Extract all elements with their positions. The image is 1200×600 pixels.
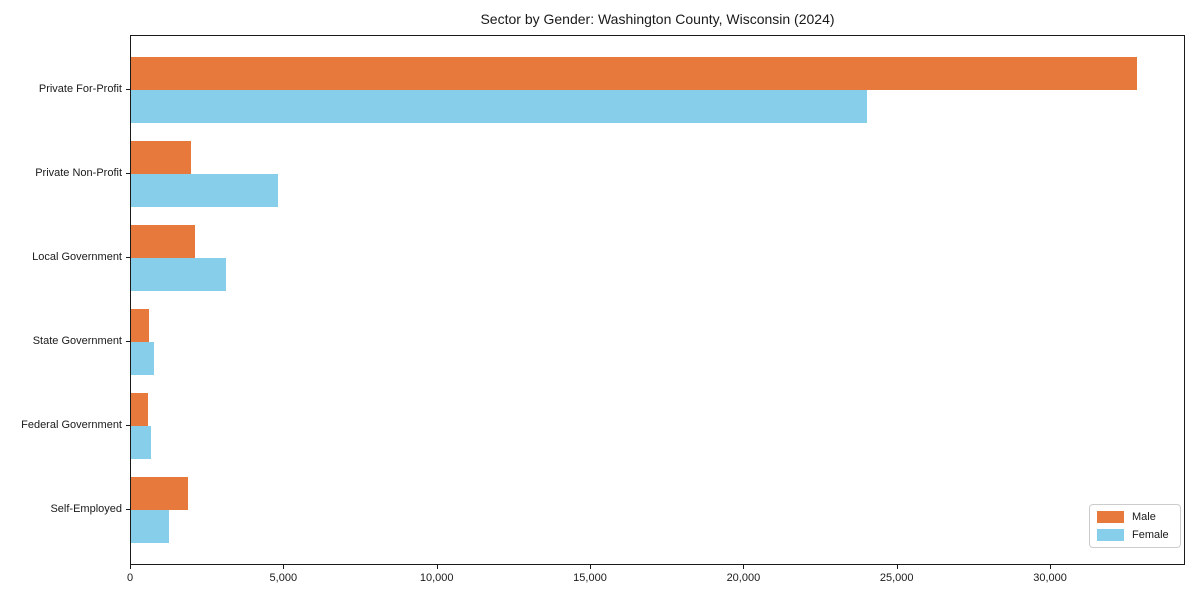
bar-female-federal-government — [131, 426, 151, 459]
bar-female-private-for-profit — [131, 90, 867, 123]
y-axis-label-self-employed: Self-Employed — [50, 503, 122, 515]
legend-entry-male: Male — [1097, 511, 1172, 523]
x-axis-label-20000: 20,000 — [726, 572, 761, 584]
x-tick-mark — [896, 565, 898, 569]
chart-title: Sector by Gender: Washington County, Wis… — [480, 11, 835, 27]
bar-male-private-non-profit — [131, 141, 191, 174]
y-tick-mark — [126, 425, 130, 426]
y-axis-label-federal-government: Federal Government — [21, 419, 122, 431]
y-axis-label-private-for-profit: Private For-Profit — [38, 83, 122, 95]
legend-swatch-male — [1097, 511, 1124, 523]
bar-female-private-non-profit — [131, 174, 279, 207]
y-tick-mark — [126, 173, 130, 174]
x-axis-label-15000: 15,000 — [573, 572, 607, 584]
y-tick-mark — [126, 89, 130, 90]
x-tick-mark — [590, 565, 591, 569]
x-tick-mark — [1050, 565, 1052, 569]
x-axis-label-0: 0 — [126, 572, 134, 584]
legend-label-male: Male — [1132, 511, 1156, 523]
legend-entry-female: Female — [1097, 529, 1172, 541]
legend: Male Female — [1089, 504, 1181, 548]
bar-male-federal-government — [131, 393, 148, 426]
bar-female-state-government — [131, 342, 154, 375]
y-tick-mark — [126, 257, 130, 258]
y-axis-label-state-government: State Government — [32, 335, 122, 347]
x-axis-label-25000: 25,000 — [879, 572, 914, 584]
bar-male-state-government — [131, 309, 150, 342]
x-axis-label-10000: 10,000 — [419, 572, 454, 584]
legend-label-female: Female — [1132, 529, 1169, 541]
bar-female-self-employed — [131, 510, 170, 543]
y-tick-mark — [126, 341, 130, 342]
x-tick-mark — [130, 565, 131, 569]
x-axis-label-5000: 5,000 — [269, 572, 298, 584]
y-tick-mark — [126, 509, 130, 510]
x-axis-label-30000: 30,000 — [1033, 572, 1067, 584]
x-tick-mark — [743, 565, 745, 569]
bar-female-local-government — [131, 258, 227, 291]
bar-male-self-employed — [131, 477, 189, 510]
legend-swatch-female — [1097, 529, 1124, 541]
bar-male-local-government — [131, 225, 196, 258]
plot-area — [130, 35, 1185, 565]
y-axis-label-private-non-profit: Private Non-Profit — [35, 167, 122, 179]
y-axis-label-local-government: Local Government — [32, 251, 122, 263]
bar-male-private-for-profit — [131, 57, 1137, 90]
x-tick-mark — [436, 565, 438, 569]
x-tick-mark — [283, 565, 285, 569]
